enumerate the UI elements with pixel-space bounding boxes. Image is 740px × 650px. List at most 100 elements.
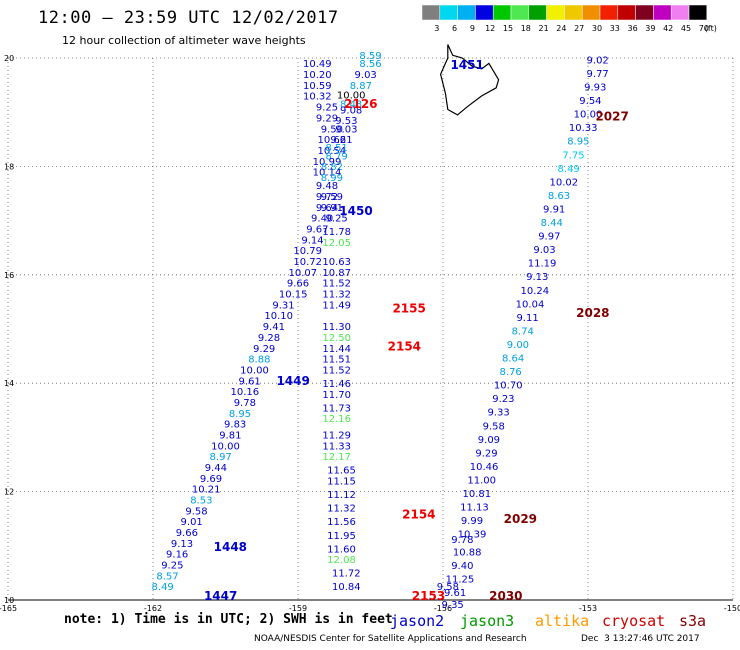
- wave-height-value: 8.88: [248, 355, 270, 366]
- wave-height-value: 8.76: [500, 367, 522, 378]
- wave-height-value: 12.05: [322, 238, 351, 249]
- wave-height-value: 9.28: [258, 333, 280, 344]
- wave-height-value: 10.81: [463, 489, 492, 500]
- x-tick-label: -156: [434, 604, 452, 613]
- y-tick-label: 20: [4, 54, 14, 63]
- pass-id-label: 1447: [204, 589, 237, 603]
- color-scale-tick: 3: [434, 24, 439, 33]
- wave-height-value: 8.74: [512, 326, 534, 337]
- wave-height-value: 10.14: [313, 168, 342, 179]
- wave-height-value: 10.88: [453, 548, 482, 559]
- wave-height-value: 11.56: [327, 517, 356, 528]
- wave-height-value: 10.79: [293, 246, 322, 257]
- color-scale-tick: 39: [645, 24, 655, 33]
- wave-height-value: 8.99: [321, 173, 343, 184]
- wave-height-value: 8.95: [567, 137, 589, 148]
- wave-height-value: 11.51: [322, 355, 351, 366]
- wave-height-value: 9.48: [316, 181, 338, 192]
- wave-height-value: 10.00: [337, 91, 366, 102]
- legend-entry-s3a: s3a: [679, 612, 707, 630]
- wave-height-value: 7.75: [562, 150, 584, 161]
- wave-height-value: 10.02: [550, 177, 579, 188]
- wave-height-value: 10.66: [318, 135, 347, 146]
- wave-height-value: 9.83: [224, 420, 246, 431]
- wave-height-value: 8.53: [190, 496, 212, 507]
- pass-id-label: 2028: [576, 306, 609, 320]
- color-scale-tick: 70: [699, 24, 709, 33]
- wave-height-value: 9.58: [483, 421, 505, 432]
- color-scale-tick: 24: [556, 24, 566, 33]
- wave-height-value: 10.20: [303, 70, 332, 81]
- wave-height-value: 11.00: [467, 475, 496, 486]
- page-title: 12:00 – 23:59 UTC 12/02/2017: [38, 8, 339, 28]
- x-tick-label: -150: [724, 604, 740, 613]
- wave-height-value: 9.03: [355, 70, 377, 81]
- y-tick-label: 12: [4, 488, 14, 497]
- wave-height-value: 10.46: [470, 462, 499, 473]
- color-scale-tick: 6: [452, 24, 457, 33]
- wave-height-value: 10.00: [574, 110, 603, 121]
- wave-height-value: 9.00: [507, 340, 529, 351]
- wave-height-value: 9.69: [200, 474, 222, 485]
- page-subtitle: 12 hour collection of altimeter wave hei…: [62, 34, 306, 47]
- pass-id-label: 1451: [450, 58, 483, 72]
- color-scale-tick: 21: [539, 24, 549, 33]
- wave-height-value: 12.50: [322, 333, 351, 344]
- wave-height-value: 10.32: [303, 92, 332, 103]
- wave-height-value: 9.61: [239, 376, 261, 387]
- wave-height-value: 9.29: [253, 344, 275, 355]
- wave-height-value: 9.58: [437, 582, 459, 593]
- pass-id-label: 2155: [392, 302, 425, 316]
- y-tick-label: 16: [4, 271, 14, 280]
- wave-height-value: 10.16: [231, 387, 260, 398]
- wave-height-value: 9.78: [234, 398, 256, 409]
- x-tick-label: -162: [144, 604, 162, 613]
- wave-height-value: 10.84: [332, 582, 361, 593]
- wave-height-value: 9.35: [442, 600, 464, 611]
- wave-height-value: 11.30: [322, 322, 351, 333]
- credit-line: NOAA/NESDIS Center for Satellite Applica…: [254, 634, 527, 644]
- wave-height-value: 9.99: [461, 516, 483, 527]
- axis-tick-labels: -165 -162 -159 -156 -153 -150 10 12 14 16 18 20: [0, 54, 740, 613]
- pass-labels: 1451 2126 1450 2155 2154 1449 2154 1448 1447 2153…: [204, 58, 629, 603]
- wave-height-value: 10.72: [293, 257, 322, 268]
- wave-height-value: 9.66: [176, 528, 198, 539]
- wave-height-value: 9.25: [316, 103, 338, 114]
- wave-height-value: 8.49: [558, 164, 580, 175]
- wave-height-value: 9.02: [587, 55, 609, 66]
- island-coastline: [439, 44, 500, 116]
- wave-height-value: 11.72: [332, 569, 361, 580]
- color-scale-tick: 36: [628, 24, 638, 33]
- color-scale-tick: 27: [574, 24, 584, 33]
- wave-height-value: 9.13: [526, 272, 548, 283]
- wave-height-value: 11.25: [446, 575, 475, 586]
- wave-height-value: 11.65: [327, 466, 356, 477]
- wave-height-value: 11.95: [327, 531, 356, 542]
- wave-height-value: 10.07: [289, 268, 318, 279]
- wave-height-value: 10.04: [516, 299, 545, 310]
- wave-height-value: 9.08: [340, 105, 362, 116]
- wave-height-value: 11.52: [322, 279, 351, 290]
- wave-height-value: 12.16: [322, 414, 351, 425]
- wave-height-value: 9.61: [444, 588, 466, 599]
- pass-id-label: 2030: [489, 589, 522, 603]
- wave-height-value: 9.16: [166, 550, 188, 561]
- wave-height-value: 9.50: [321, 124, 343, 135]
- grid-lines: [7, 57, 734, 601]
- wave-height-value: 8.49: [152, 582, 174, 593]
- wave-height-value: 9.81: [219, 430, 241, 441]
- wave-height-value: 10.63: [322, 257, 351, 268]
- wave-height-value: 11.70: [322, 390, 351, 401]
- wave-height-value: 8.97: [210, 452, 232, 463]
- wave-height-value: 12.08: [327, 555, 356, 566]
- x-tick-label: -153: [579, 604, 597, 613]
- wave-height-value: 9.64: [316, 203, 338, 214]
- wave-height-value: 9.01: [181, 517, 203, 528]
- pass-id-label: 2029: [504, 512, 537, 526]
- wave-height-value: 8.57: [156, 571, 178, 582]
- footnote: note: 1) Time is in UTC; 2) SWH is in fe…: [64, 612, 393, 627]
- wave-height-value: 11.52: [322, 365, 351, 376]
- wave-height-value: 9.13: [171, 539, 193, 550]
